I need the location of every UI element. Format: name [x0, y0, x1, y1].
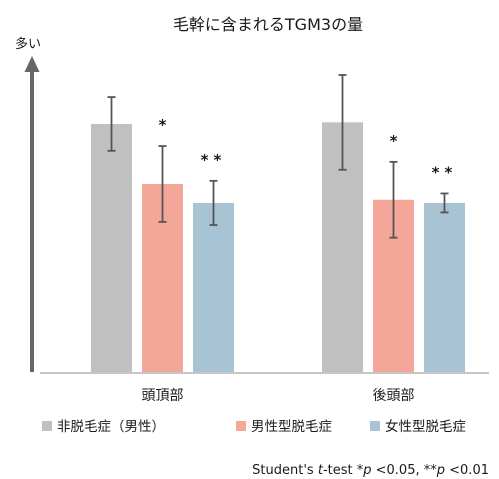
error-bar-0-2	[209, 179, 218, 226]
legend-label-1: 男性型脱毛症	[251, 419, 332, 435]
legend-label-0: 非脱毛症（男性）	[57, 419, 165, 435]
error-bar-0-1	[158, 145, 167, 223]
legend: 非脱毛症（男性） 男性型脱毛症 女性型脱毛症	[42, 418, 466, 435]
footnote-t: t	[318, 463, 324, 478]
category-label-0: 頭頂部	[142, 388, 184, 404]
error-bar-0-0	[107, 96, 116, 152]
footnote-after-p1: <0.05, **	[372, 463, 438, 478]
legend-swatch-0	[42, 421, 52, 431]
legend-label-2: 女性型脱毛症	[385, 418, 466, 435]
bar-1-2	[424, 202, 465, 372]
legend-swatch-1	[236, 421, 246, 431]
significance-mark-1-1: *	[390, 132, 398, 150]
error-bar-1-0	[338, 74, 347, 171]
footnote-middle: -test *	[323, 463, 364, 478]
bar-0-2	[193, 202, 234, 372]
footnote-p2: p	[436, 463, 445, 478]
legend-swatch-2	[370, 421, 380, 431]
footnote-p1: p	[362, 463, 371, 478]
footnote-prefix: Student's	[252, 463, 318, 478]
significance-mark-0-1: *	[159, 116, 167, 134]
category-label-1: 後頭部	[373, 388, 415, 404]
bar-0-0	[91, 123, 132, 372]
error-bar-1-1	[389, 160, 398, 239]
significance-mark-1-2: **	[432, 163, 458, 181]
chart-title: 毛幹に含まれるTGM3の量	[173, 15, 363, 34]
significance-layer: ******	[159, 116, 458, 181]
error-bar-1-2	[440, 192, 449, 214]
bars-layer	[91, 122, 465, 372]
y-axis-arrow	[24, 56, 40, 372]
legend-item-0: 非脱毛症（男性）	[42, 419, 165, 435]
y-axis-label: 多い	[15, 36, 41, 52]
legend-item-1: 男性型脱毛症	[236, 419, 332, 435]
significance-mark-0-2: **	[201, 151, 227, 169]
legend-item-2: 女性型脱毛症	[370, 418, 466, 435]
error-bars-layer	[107, 74, 449, 239]
category-labels-layer: 頭頂部 後頭部	[142, 388, 415, 404]
footnote: Student's t-test *p <0.05, **p <0.01	[252, 463, 489, 478]
footnote-after-p2: <0.01	[445, 463, 489, 478]
